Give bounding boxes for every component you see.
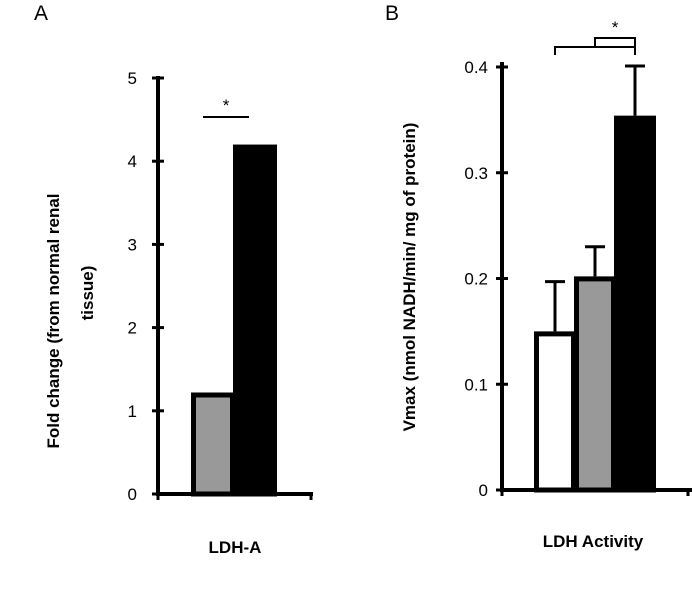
panel-b-y-tick-label: 0.1 [464,375,488,394]
panel-b-y-tick-label: 0.4 [464,58,488,77]
panel-a-y-axis-title-line2: tissue) [78,266,97,321]
panel-a-y-tick-label: 0 [128,485,137,504]
panel-b-letter: B [385,2,399,25]
panel-b-x-axis-title: LDH Activity [543,532,644,551]
panel-b-y-tick-label: 0.3 [464,164,488,183]
panel-b-bar-group-1 [534,331,576,493]
panel-a-bar-group-3 [233,144,277,497]
panel-b-y-tick-label: 0 [479,481,488,500]
panel-a-significance: * [203,96,249,118]
panel-b-bars [534,64,656,493]
panel-a-bar-group-2 [191,392,235,497]
panel-a: A 0 1 2 3 4 5 * Fold change (from normal rena… [34,2,313,557]
panel-b-significance-bracket [594,37,636,46]
panel-a-y-tick-label: 5 [128,69,137,88]
panel-a-y-tick-label: 3 [128,235,137,254]
panel-a-letter: A [34,2,48,25]
panel-a-y-axis-title-line1: Fold change (from normal renal [44,193,63,448]
panel-a-y-tick-label: 2 [128,319,137,338]
panel-a-y-ticks: 0 1 2 3 4 5 [128,69,164,504]
panel-a-significance-label: * [223,96,230,115]
panel-b-y-axis-title: Vmax (nmol NADH/min/ mg of protein) [400,123,419,432]
panel-b: B 0 0.1 0.2 0.3 0.4 * Vmax (nmol NADH/min/ m… [385,2,692,551]
panel-b-bar-group-3 [614,115,656,493]
panel-b-y-ticks: 0 0.1 0.2 0.3 0.4 [464,58,508,500]
panel-b-significance-label: * [612,18,619,37]
panel-b-significance-bracket [554,46,636,55]
panel-a-y-tick-label: 4 [128,152,137,171]
panel-b-bar-group-2 [574,276,616,493]
panel-a-x-axis-title: LDH-A [209,538,262,557]
panel-b-y-tick-label: 0.2 [464,270,488,289]
panel-b-significance: * [554,18,636,55]
panel-a-bars [191,144,277,497]
panel-a-y-tick-label: 1 [128,402,137,421]
